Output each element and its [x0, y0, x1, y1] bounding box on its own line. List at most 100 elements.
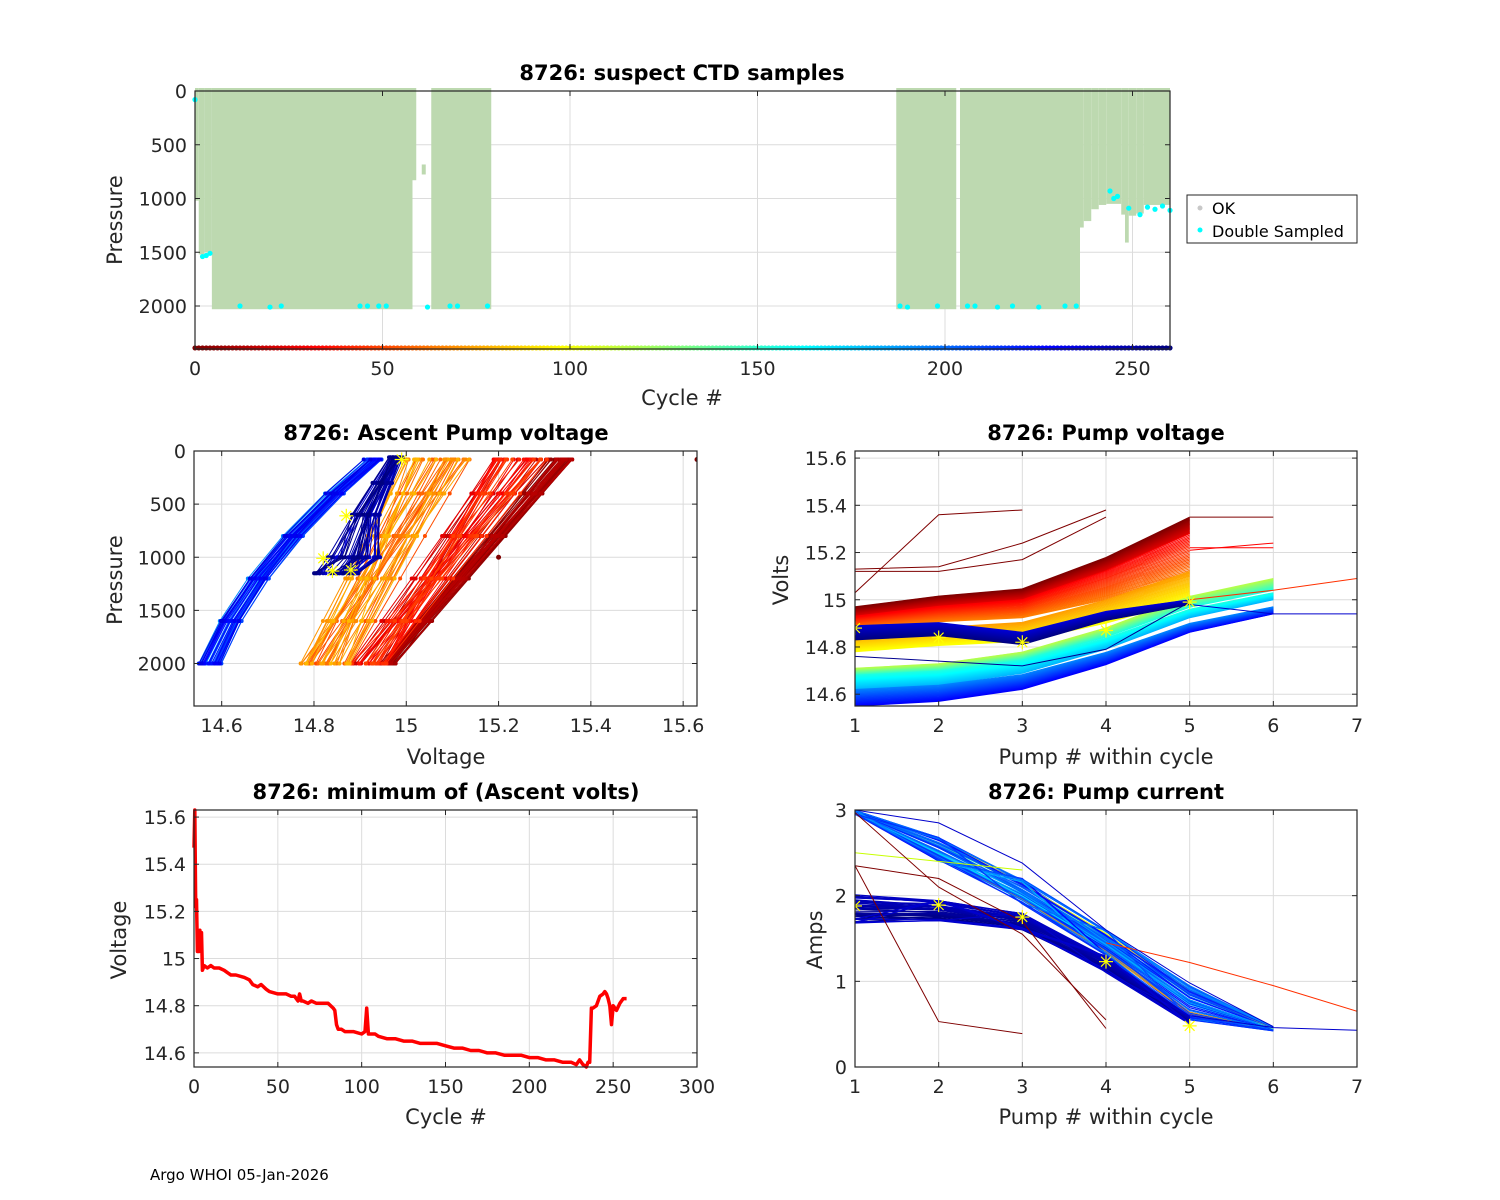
chart-title: 8726: Ascent Pump voltage	[283, 421, 608, 445]
profile-point	[372, 457, 377, 462]
profile-line	[375, 459, 525, 664]
profile-line	[211, 459, 380, 664]
pump-current-line	[855, 810, 1274, 1029]
x-axis-label: Pump # within cycle	[999, 745, 1214, 769]
highlight-star	[394, 452, 409, 467]
chart-title: 8726: Pump current	[988, 780, 1224, 804]
profile-point	[361, 576, 366, 581]
profile-point	[212, 661, 217, 666]
profile-point	[392, 576, 397, 581]
pump-current-line	[855, 813, 1274, 1032]
profile-point	[372, 555, 377, 560]
profile-point	[289, 534, 294, 538]
x-tick-label: 100	[552, 358, 588, 380]
profile-point	[413, 576, 418, 581]
y-tick-label: 500	[151, 135, 187, 157]
pump-current-line	[1189, 1015, 1357, 1031]
pump-current-line	[855, 852, 1023, 871]
profile-point	[442, 457, 447, 462]
profile-line	[373, 459, 513, 664]
profile-point	[350, 619, 355, 623]
star-stroke	[317, 552, 329, 564]
y-tick-label: 15.6	[144, 807, 186, 829]
star-stroke	[855, 627, 861, 634]
double-sampled-point	[1062, 303, 1068, 309]
pump-voltage-line	[855, 559, 1190, 625]
profile-line	[350, 459, 470, 664]
pump-voltage-line	[1189, 578, 1357, 601]
profile-point	[298, 534, 303, 538]
profile-point	[439, 576, 444, 581]
highlight-star	[1099, 954, 1113, 969]
profile-line	[385, 459, 548, 664]
ok-samples-profile	[1091, 88, 1099, 210]
profile-point	[237, 619, 242, 623]
y-axis-label: Volts	[769, 555, 793, 606]
profile-point	[370, 619, 375, 623]
profile-point	[409, 576, 414, 581]
double-sampled-point	[484, 303, 491, 309]
profile-point	[377, 512, 382, 517]
plot-frame	[194, 90, 1171, 350]
profile-point	[458, 534, 463, 538]
plot-frame	[854, 450, 1358, 707]
y-axis-label: Amps	[803, 910, 827, 969]
profile-point	[510, 457, 515, 462]
profile-point	[455, 457, 460, 462]
x-tick-label: 14.8	[293, 715, 335, 737]
profile-point	[469, 534, 474, 538]
profile-point	[484, 534, 489, 538]
x-tick-label: 5	[1184, 1076, 1196, 1098]
profile-line	[351, 459, 541, 664]
profile-point	[531, 491, 536, 496]
profile-point	[490, 534, 495, 538]
plot-frame	[854, 809, 1358, 1068]
profile-point	[395, 491, 400, 496]
current-lines	[855, 810, 1357, 1035]
profile-point	[494, 457, 499, 462]
ok-samples-profile	[1106, 88, 1122, 204]
y-tick-label: 1	[835, 971, 847, 993]
profile-line	[347, 459, 456, 664]
ok-samples-profile	[412, 88, 417, 181]
ok-samples-profile	[1136, 88, 1144, 214]
profile-point	[382, 534, 387, 538]
profile-point	[379, 480, 384, 485]
x-tick-label: 100	[344, 1076, 380, 1098]
profile-point	[316, 661, 321, 666]
star-stroke	[396, 454, 407, 465]
legend-marker-ok	[1197, 205, 1203, 211]
pump-current-line	[855, 812, 1107, 1021]
y-tick-label: 15.6	[805, 448, 847, 470]
star-stroke	[1184, 1020, 1195, 1032]
profile-point	[227, 619, 232, 623]
pump-current-line	[855, 810, 1274, 1028]
profile-point	[329, 555, 334, 560]
profile-point	[342, 555, 347, 560]
profile-point	[422, 534, 427, 538]
profile-point	[356, 571, 361, 576]
star-stroke	[855, 622, 861, 629]
chart-title: 8726: minimum of (Ascent volts)	[252, 780, 639, 804]
profile-point	[538, 457, 543, 462]
profile-point	[217, 661, 222, 666]
profile-point	[384, 619, 389, 623]
x-tick-label: 3	[1016, 1076, 1028, 1098]
highlight-star	[316, 551, 331, 566]
ok-samples-profile	[204, 88, 212, 253]
pump-voltage-line	[855, 601, 1190, 667]
y-tick-label: 1000	[139, 189, 187, 211]
profile-line	[377, 459, 508, 664]
profile-point	[328, 491, 333, 496]
double-sampled-point	[364, 303, 371, 309]
profile-point	[560, 457, 565, 462]
double-sampled-point	[383, 303, 389, 309]
ok-samples-profile	[960, 88, 1080, 310]
profile-point	[304, 661, 309, 666]
profile-line	[359, 459, 495, 664]
highlight-star	[1015, 635, 1030, 650]
profile-line	[385, 459, 557, 664]
x-tick-label: 7	[1351, 715, 1363, 737]
profile-point	[343, 576, 348, 581]
